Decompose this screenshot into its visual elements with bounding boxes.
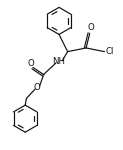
Text: O: O	[27, 59, 34, 68]
Text: O: O	[87, 23, 94, 32]
Text: NH: NH	[53, 57, 66, 66]
Text: Cl: Cl	[106, 47, 114, 56]
Text: O: O	[34, 83, 40, 92]
